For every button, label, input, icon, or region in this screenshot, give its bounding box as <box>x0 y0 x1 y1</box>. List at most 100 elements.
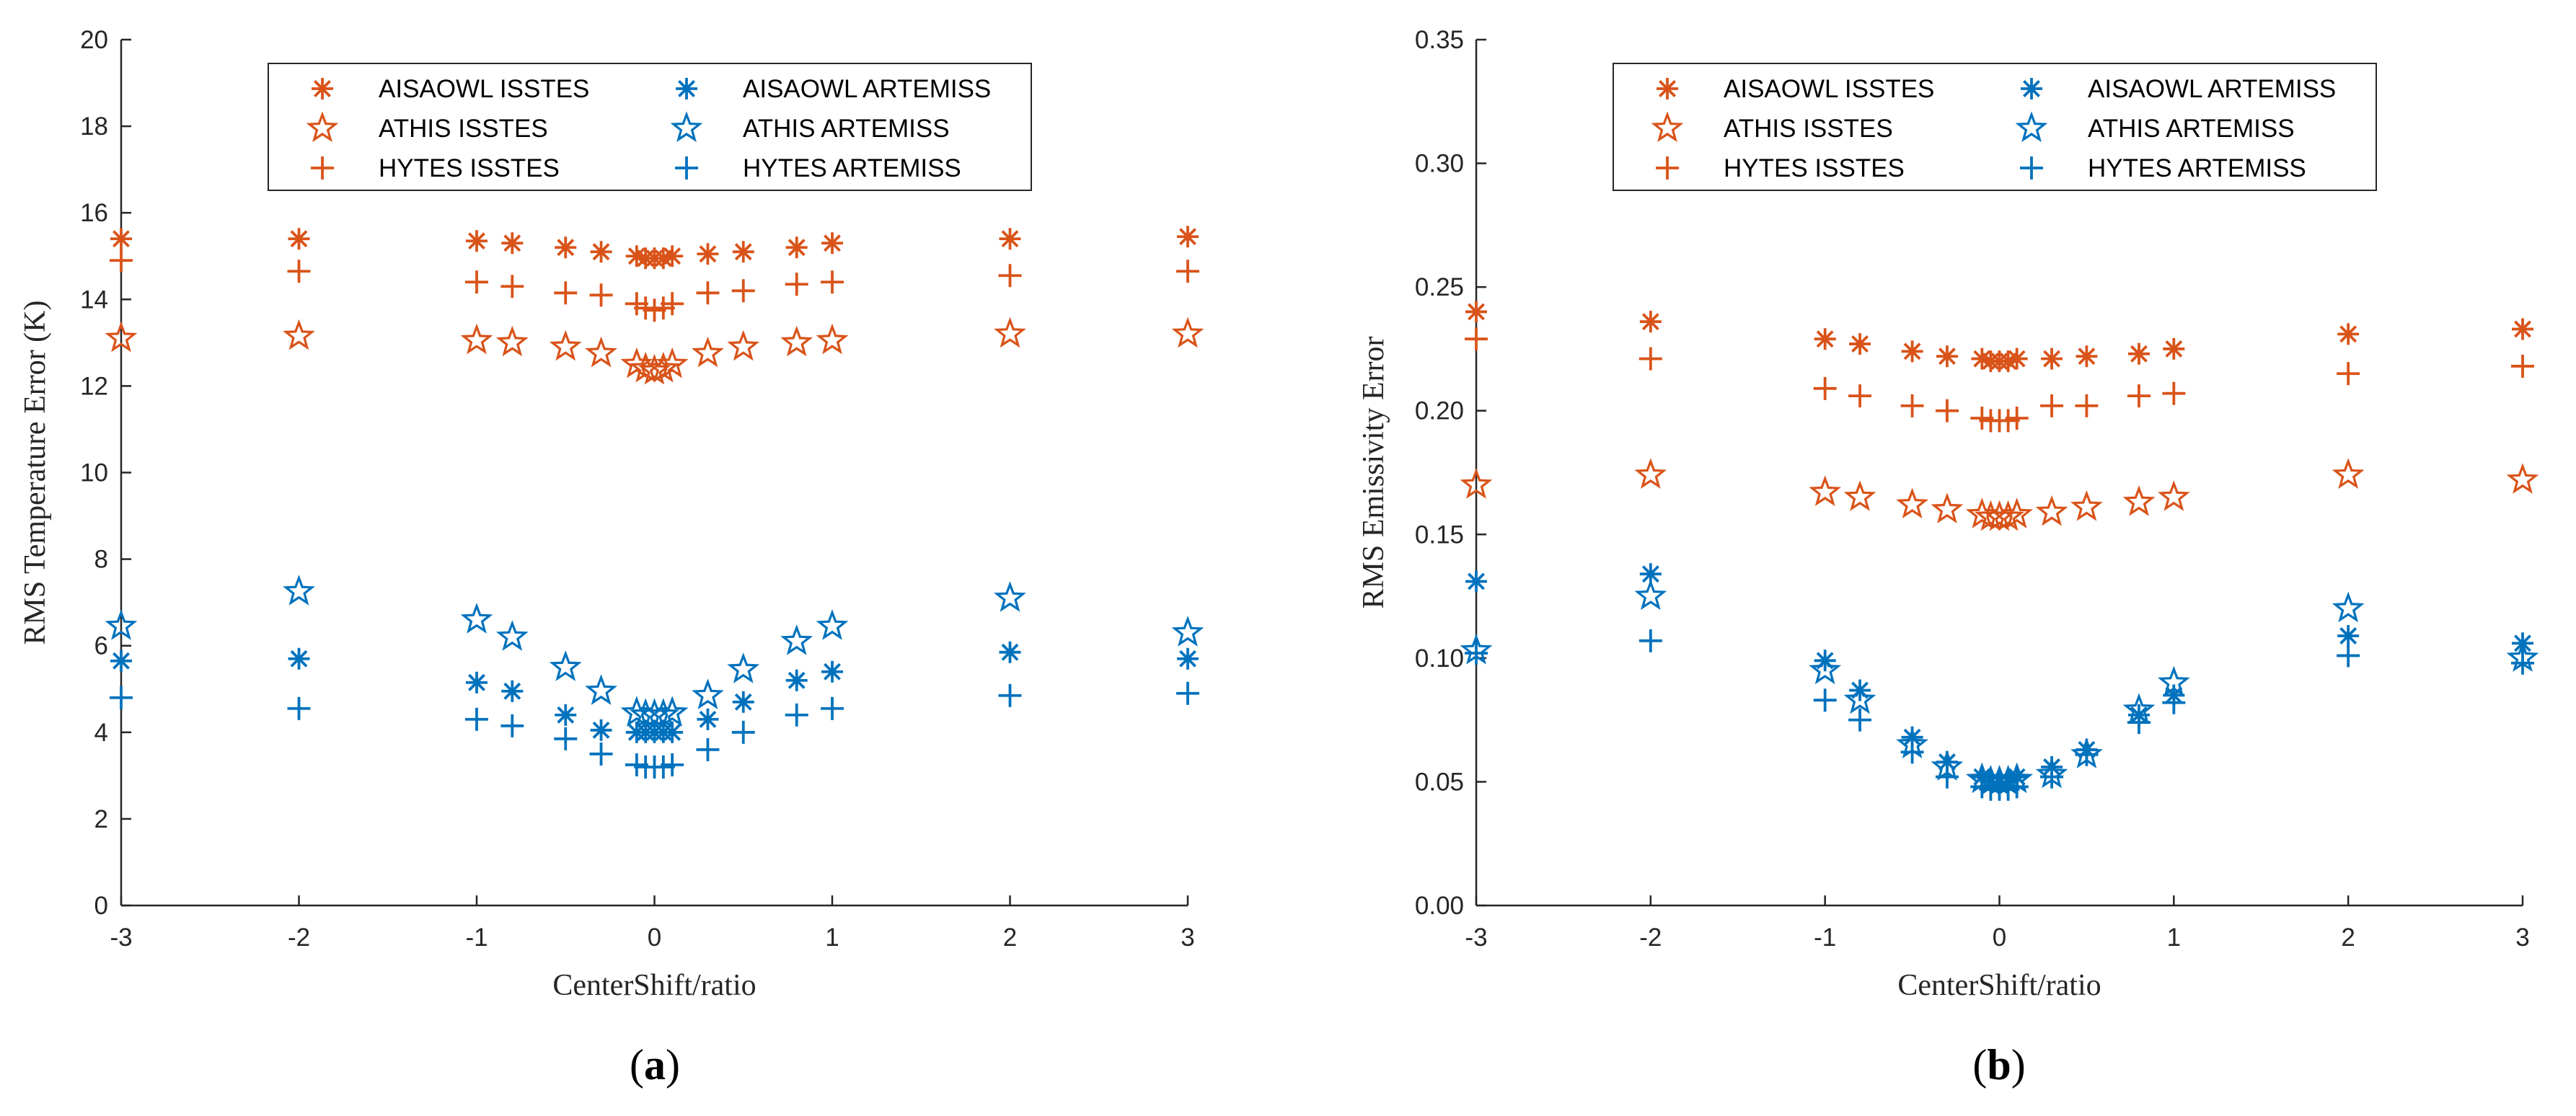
data-point <box>661 721 684 743</box>
y-tick-label: 8 <box>94 546 108 574</box>
y-tick-label: 20 <box>80 26 108 54</box>
x-tick-label: 1 <box>825 924 839 952</box>
data-point <box>2157 480 2190 511</box>
data-point <box>110 228 132 250</box>
legend-marker <box>675 156 698 180</box>
series-athis-artemiss <box>105 575 1204 729</box>
data-point <box>466 671 488 694</box>
data-point <box>2041 347 2063 370</box>
data-point <box>994 581 1026 612</box>
data-point <box>732 691 754 713</box>
y-tick-label: 18 <box>80 112 108 141</box>
data-point <box>501 680 524 702</box>
data-point <box>1638 347 1662 371</box>
legend-marker <box>676 78 697 99</box>
data-point <box>589 283 613 307</box>
data-point <box>590 719 612 741</box>
legend-box <box>268 63 1032 191</box>
data-point <box>1848 384 1872 408</box>
data-point <box>625 245 648 267</box>
data-point <box>1849 679 1871 701</box>
data-point <box>1171 316 1204 348</box>
y-tick-label: 4 <box>94 719 108 747</box>
y-tick-label: 0.00 <box>1415 892 1464 920</box>
data-point <box>1843 683 1876 714</box>
data-point <box>2122 485 2156 516</box>
data-point <box>821 696 844 720</box>
legend-marker <box>2020 156 2043 180</box>
data-point <box>1848 708 1872 732</box>
legend: AISAOWL ISSTES ATHIS ISSTES HYTES ISSTES AI… <box>268 63 1032 191</box>
legend-entry: ATHIS ARTEMISS <box>2088 115 2295 143</box>
data-point <box>2512 318 2533 340</box>
data-point <box>1936 750 1958 773</box>
data-point <box>2075 743 2099 766</box>
data-point <box>585 674 617 705</box>
data-point <box>697 708 719 730</box>
data-point <box>731 279 755 303</box>
data-point <box>821 232 843 254</box>
data-point <box>2337 624 2360 647</box>
data-point <box>500 275 524 298</box>
legend-entry: AISAOWL ISSTES <box>1724 75 1934 103</box>
data-point <box>1849 333 1871 355</box>
data-point <box>554 727 578 750</box>
data-point <box>110 249 133 273</box>
data-point <box>2005 775 2029 799</box>
data-point <box>500 714 524 738</box>
x-axis-title: CenterShift/ratio <box>552 969 756 1002</box>
data-point <box>2127 384 2151 408</box>
y-tick-label: 0.20 <box>1415 397 1464 425</box>
legend: AISAOWL ISSTES ATHIS ISSTES HYTES ISSTES AI… <box>1613 63 2377 191</box>
legend-marker <box>306 111 339 143</box>
data-point <box>652 247 674 270</box>
data-point <box>1809 653 1842 685</box>
legend-box <box>1613 63 2377 191</box>
data-point <box>821 270 844 294</box>
y-tick-label: 0.25 <box>1415 273 1464 301</box>
x-tick-label: 3 <box>2515 924 2529 952</box>
data-point <box>1931 492 1964 524</box>
legend-entry: HYTES ISSTES <box>379 154 560 182</box>
data-point <box>1900 740 1924 764</box>
data-point <box>288 647 310 670</box>
y-tick-label: 0.15 <box>1415 521 1464 549</box>
data-point <box>1176 681 1199 705</box>
x-tick-label: 0 <box>1993 924 2006 952</box>
data-point <box>283 575 315 606</box>
data-point <box>2005 407 2029 430</box>
legend-entry: ATHIS ARTEMISS <box>743 115 950 143</box>
data-point <box>780 624 813 655</box>
panel-label: (b) <box>1972 1041 2025 1089</box>
y-axis-title: RMS Emissivity Error <box>1357 336 1390 608</box>
y-tick-label: 6 <box>94 632 108 660</box>
legend-marker <box>312 78 333 99</box>
data-point <box>816 323 849 355</box>
x-tick-label: -1 <box>465 924 488 952</box>
data-point <box>638 353 671 385</box>
data-point <box>287 260 311 283</box>
data-point <box>2162 691 2186 714</box>
data-point <box>785 236 808 259</box>
data-point <box>2006 347 2028 370</box>
data-point <box>1639 311 1662 333</box>
data-point <box>732 241 754 263</box>
data-point <box>589 742 613 766</box>
y-tick-label: 16 <box>80 199 108 227</box>
data-point <box>1965 497 1998 528</box>
data-point <box>1634 458 1667 489</box>
data-point <box>620 696 653 727</box>
x-tick-label: -1 <box>1814 924 1836 952</box>
data-point <box>661 245 684 267</box>
series-hytes-isstes <box>110 249 1199 322</box>
data-point <box>638 698 671 729</box>
data-point <box>1935 765 1959 789</box>
data-point <box>656 347 689 378</box>
data-point <box>2506 463 2539 494</box>
data-point <box>466 230 488 252</box>
data-point <box>2040 765 2064 789</box>
legend-entry: ATHIS ISSTES <box>1724 115 1893 143</box>
y-axis-title: RMS Temperature Error (K) <box>19 301 52 645</box>
data-point <box>110 686 133 709</box>
